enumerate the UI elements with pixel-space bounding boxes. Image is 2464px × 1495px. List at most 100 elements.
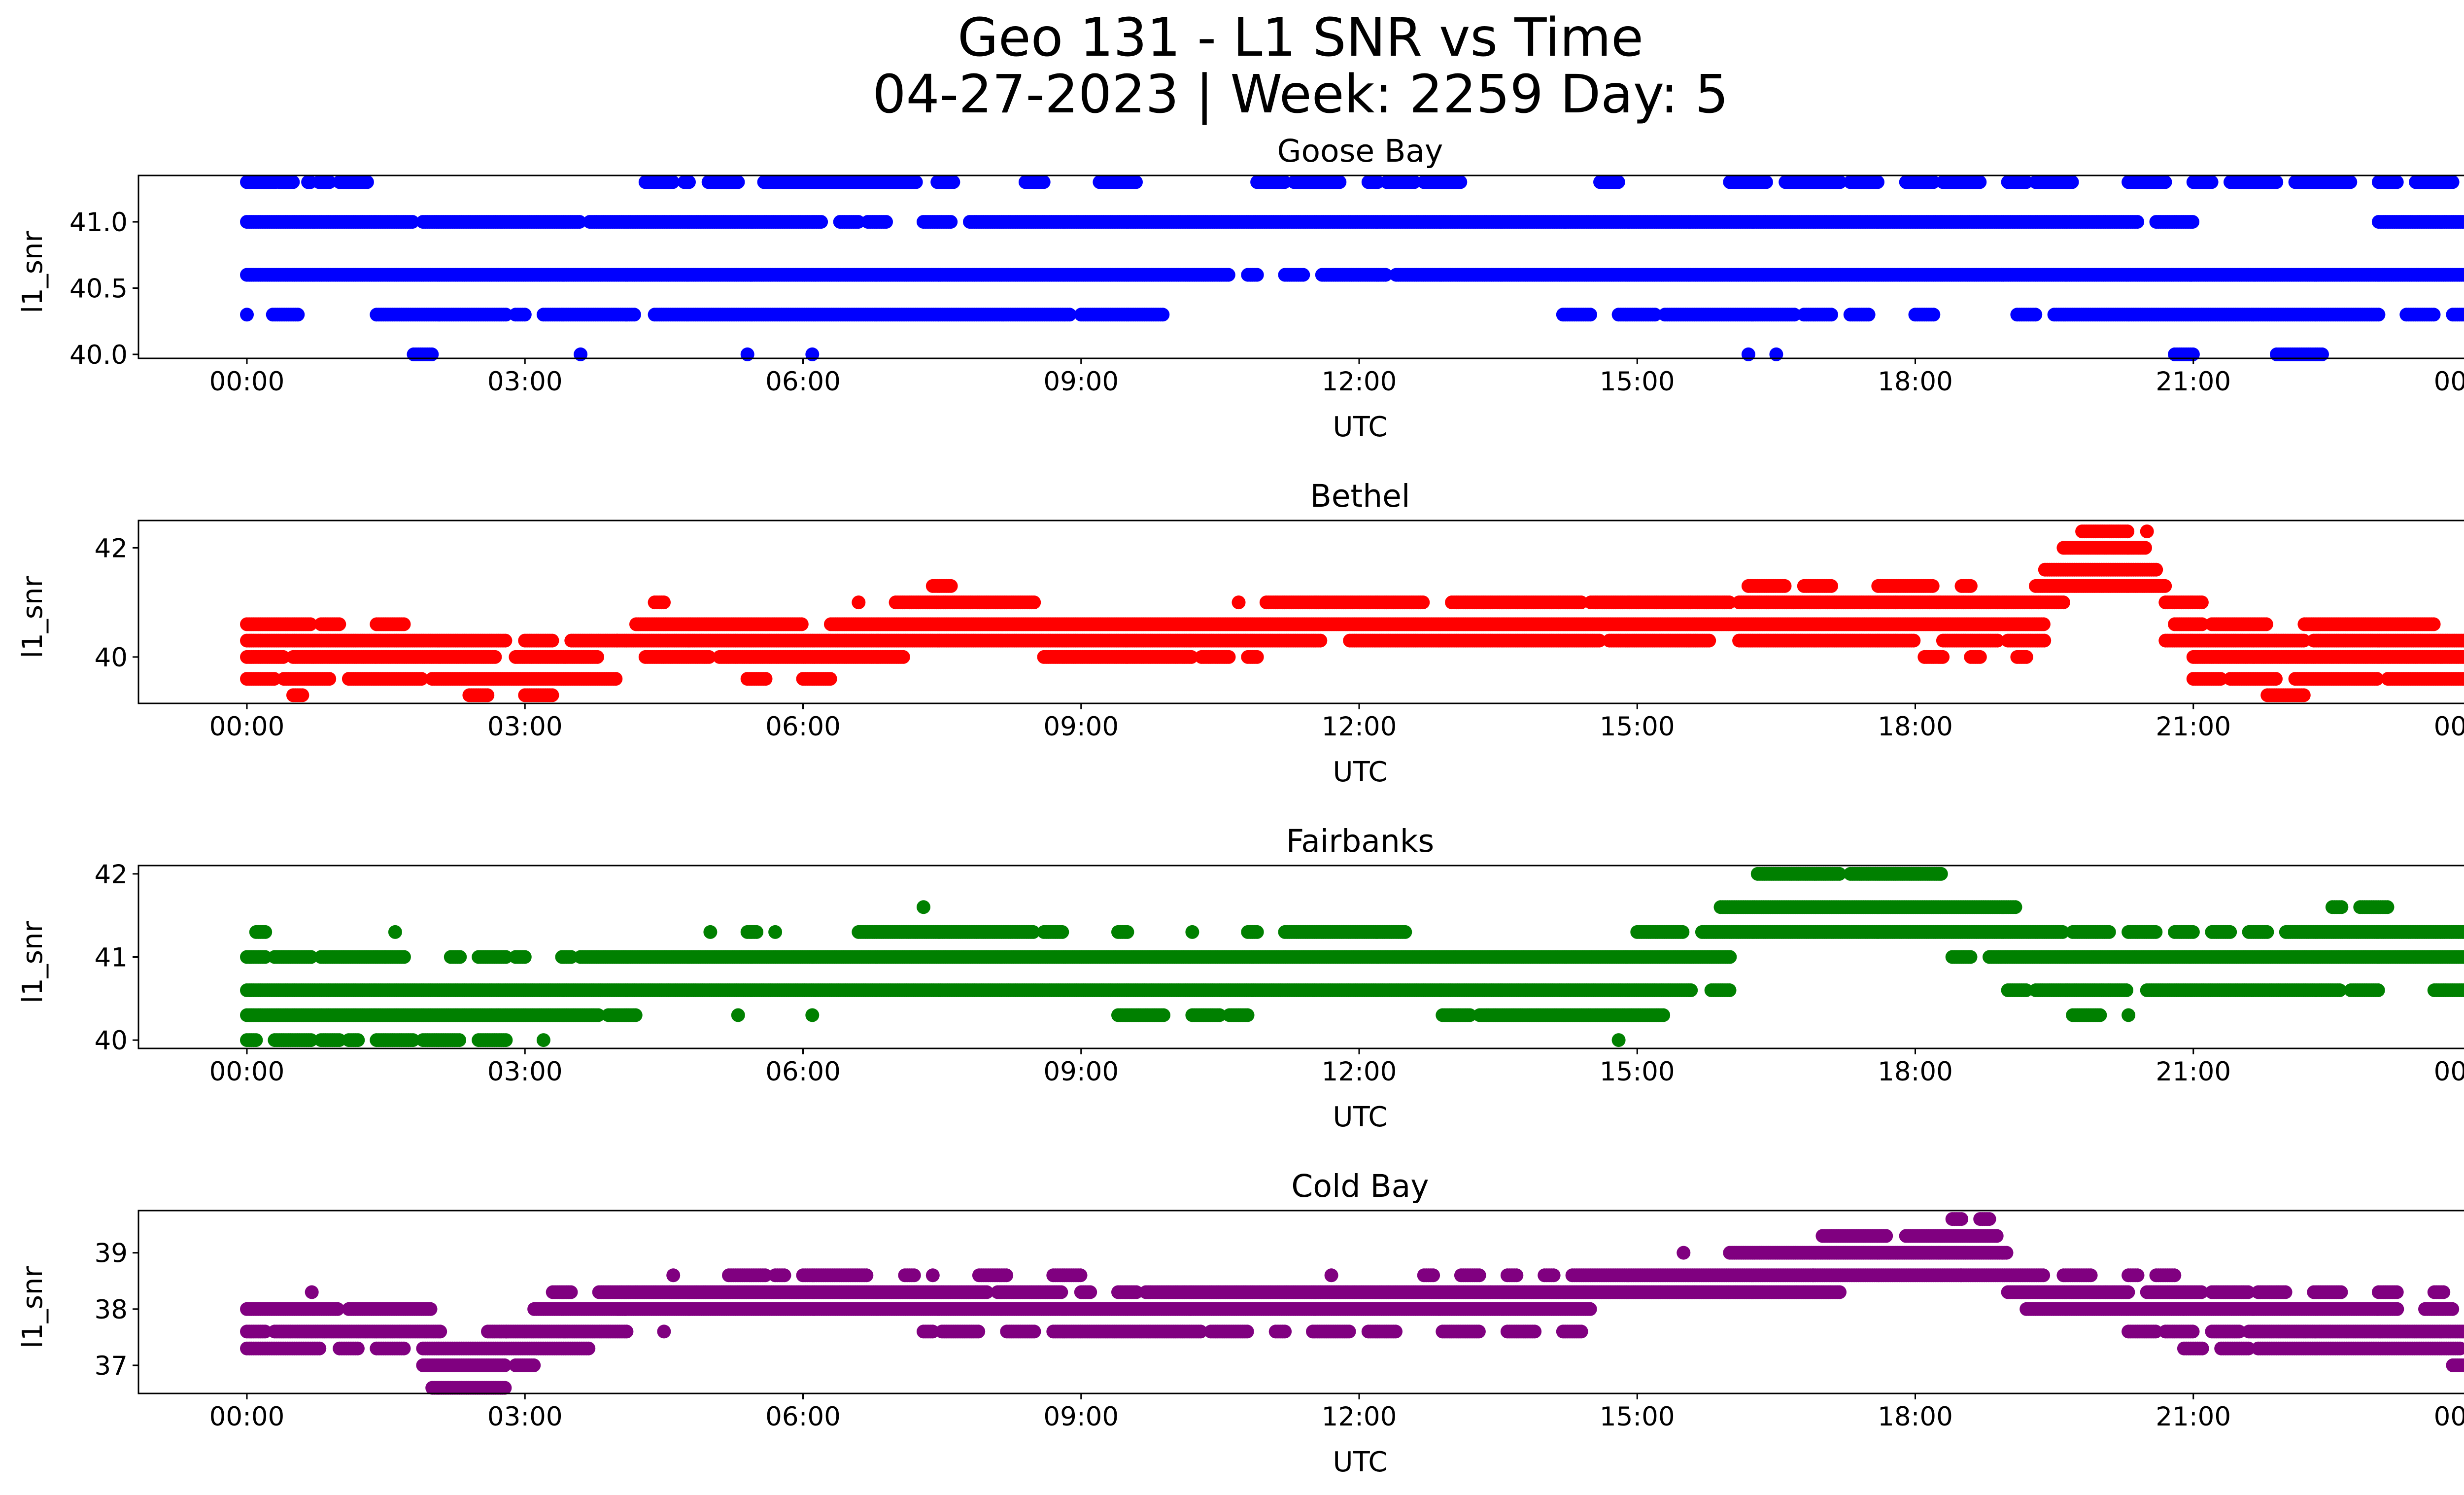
data-point [879,215,893,229]
x-tick-label: 15:00 [1600,367,1675,397]
data-point [1769,347,1783,361]
data-point [397,617,411,631]
data-point [360,175,374,189]
data-point [574,347,588,361]
data-point [1333,175,1347,189]
data-point [1027,595,1041,610]
data-point [946,175,960,189]
data-point [627,308,641,322]
y-tick-label: 41.0 [69,208,128,238]
data-point [1156,308,1170,322]
data-point [1221,268,1235,282]
data-point [1453,175,1468,189]
x-tick-label: 12:00 [1322,367,1397,397]
data-point [909,175,923,189]
x-tick-label: 18:00 [1878,367,1953,397]
data-point [2065,175,2079,189]
data-point [1296,268,1310,282]
data-point [731,175,745,189]
data-point [2158,579,2172,593]
data-point [1611,175,1625,189]
data-point [1313,633,1328,648]
data-point [2259,617,2273,631]
data-point [498,633,513,648]
plot-frame [137,174,2464,359]
panel-bethel: Bethel UTC l1_snr 00:00 03:00 06:00 09:00 12… [17,478,2464,788]
data-point [1416,595,1430,610]
data-point [2186,215,2200,229]
data-point [1036,175,1051,189]
figure-title-line2: 04-27-2023 | Week: 2259 Day: 5 [872,64,1728,125]
data-point [740,347,754,361]
x-tick-label: 09:00 [1043,367,1119,397]
data-point [1277,175,1292,189]
data-point [1925,579,1940,593]
data-point [814,215,828,229]
data-point [805,347,820,361]
data-point [1861,308,1876,322]
figure-title-line1: Geo 131 - L1 SNR vs Time [958,7,1643,69]
data-point [1926,308,1941,322]
data-point [1370,175,1385,189]
data-point [1232,595,1246,610]
data-point [286,175,300,189]
data-point [2036,617,2051,631]
data-point [1833,175,1847,189]
data-point [852,595,866,610]
data-point [1871,175,1884,189]
data-point [2140,524,2154,539]
data-point [1407,175,1421,189]
data-point [332,617,346,631]
x-tick-label: 00:00 [209,367,285,397]
data-point [291,308,305,322]
data-point [2028,308,2043,322]
data-point [657,595,671,610]
data-point [1926,175,1940,189]
data-point [322,175,337,189]
data-point [1129,175,1143,189]
data-point [2343,175,2358,189]
data-point [425,347,439,361]
data-point [1583,308,1597,322]
data-point [2056,595,2070,610]
data-point [2427,308,2441,322]
data-point [2460,215,2464,228]
panel-goose-bay: Goose Bay UTC l1_snr 00:00 03:00 06:00 09:0… [17,133,2464,443]
data-point [2204,175,2219,189]
data-point [2158,175,2172,189]
data-point [2194,595,2209,610]
data-point [545,633,559,648]
x-tick-label: 21:00 [2156,367,2231,397]
data-point [1973,175,1987,189]
x-tick-label: 00:00 [2434,367,2464,397]
x-tick-label: 03:00 [487,367,563,397]
data-point [2130,215,2145,229]
data-point [1824,308,1838,322]
x-axis-label: UTC [1333,756,1387,788]
x-tick-label: 06:00 [765,367,841,397]
data-point [2315,347,2329,361]
data-point [682,175,696,189]
panel-title: Goose Bay [1277,133,1443,169]
data-point [851,215,865,229]
y-axis-label: l1_snr [17,576,49,659]
data-point [666,175,680,189]
x-axis-label: UTC [1333,411,1387,443]
data-point [2149,562,2163,577]
data-point [2390,175,2404,189]
data-point [1741,347,1755,361]
data-point [1963,579,1978,593]
data-point [2445,175,2460,189]
data-point [2427,617,2441,631]
y-tick-label: 40.0 [69,340,128,370]
data-point [944,215,958,229]
y-axis-label: l1_snr [17,231,49,313]
data-point [794,617,809,631]
y-tick-label: 40.5 [69,274,128,304]
data-point [2121,524,2135,539]
data-point [2371,308,2386,322]
data-point [2269,175,2284,189]
data-point [1824,579,1838,593]
data-point [1250,268,1264,282]
